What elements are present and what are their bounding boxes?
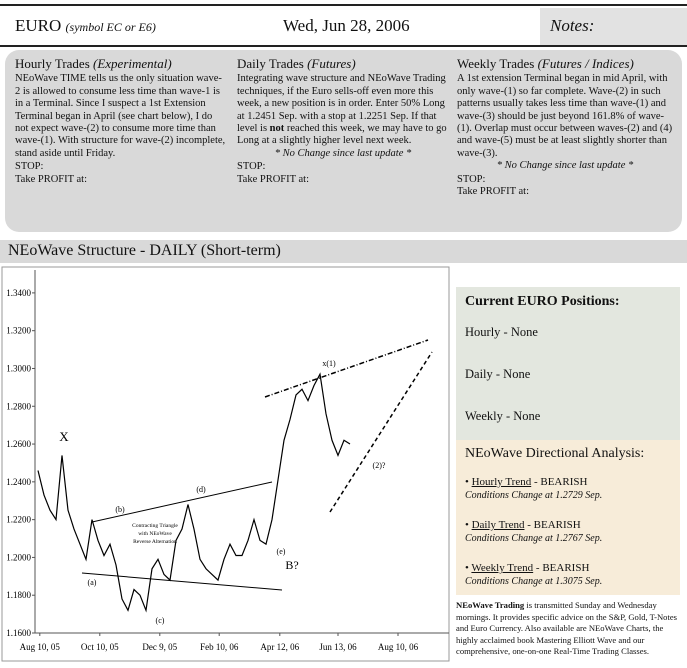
symbol-note: (symbol EC or E6) (65, 20, 156, 34)
trade-title: Daily Trades (Futures) (237, 56, 449, 71)
trade-column: Daily Trades (Futures) Integrating wave s… (237, 56, 449, 186)
stop: STOP: (15, 161, 44, 173)
annotation: X (59, 429, 69, 444)
x-tick-label: Aug 10, 05 (20, 642, 61, 652)
y-tick-label: 1.2200 (6, 515, 31, 525)
trend-item: • Hourly Trend - BEARISH Conditions Chang… (465, 476, 603, 501)
trend-direction: - BEARISH (531, 476, 588, 488)
annotation: x(1) (322, 359, 336, 368)
trade-note: * No Change since last update * (274, 147, 412, 159)
stop: STOP: (237, 161, 266, 173)
annotation: B? (285, 558, 298, 572)
x-tick-label: Feb 10, 06 (200, 642, 239, 652)
symbol: EURO (symbol EC or E6) (15, 16, 156, 36)
y-tick-label: 1.2000 (6, 552, 31, 562)
y-tick-label: 1.2400 (6, 477, 31, 487)
annotation: Contracting Triangle (132, 523, 178, 529)
trade-qualifier: (Futures) (307, 56, 356, 71)
trend-direction: - BEARISH (533, 562, 590, 574)
annotation: (e) (277, 547, 286, 556)
trend-name: Weekly Trend (471, 562, 534, 574)
y-tick-label: 1.3200 (6, 326, 31, 336)
section-title: NEoWave Structure - DAILY (Short-term) (8, 242, 281, 259)
x-tick-label: Aug 10, 06 (378, 642, 419, 652)
x-tick-label: Oct 10, 05 (81, 642, 119, 652)
annotation: (c) (156, 616, 165, 625)
position: Weekly - None (465, 409, 541, 423)
trend-item: • Weekly Trend - BEARISH Conditions Chang… (465, 562, 603, 587)
trade-name: Daily Trades (237, 56, 304, 71)
trade-title: Weekly Trades (Futures / Indices) (457, 56, 673, 71)
notes: Notes: (550, 16, 595, 35)
y-tick-label: 1.1800 (6, 590, 31, 600)
annotation: with NEoWave (138, 531, 172, 537)
stop: STOP: (457, 173, 486, 185)
trade-body: Integrating wave structure and NEoWave T… (237, 73, 449, 147)
section-bar (0, 240, 687, 263)
trade-note: * No Change since last update * (496, 160, 634, 172)
trade-qualifier: (Futures / Indices) (537, 56, 634, 71)
y-tick-label: 1.2800 (6, 401, 31, 411)
annotation: (2)? (373, 461, 386, 470)
trade-text: NEoWave TIME tells us the only situation… (15, 73, 226, 159)
chart: 1.3400 1.3200 1.3000 1.2800 1.2600 1.2400 1.22… (1, 266, 450, 662)
trade-name: Weekly Trades (457, 56, 535, 71)
take-profit: Take PROFIT at: (457, 186, 529, 198)
symbol-name: EURO (15, 16, 62, 35)
analysis-box (456, 440, 680, 595)
annotation: Reverse Alternation (133, 539, 177, 545)
trade-body: A 1st extension Terminal began in mid Ap… (457, 73, 673, 160)
x-tick-label: Jun 13, 06 (319, 642, 357, 652)
position: Daily - None (465, 367, 531, 381)
trend-item: • Daily Trend - BEARISH Conditions Change… (465, 519, 603, 544)
trade-text: not (269, 123, 285, 135)
y-tick-label: 1.1600 (6, 628, 31, 638)
trend-direction: - BEARISH (524, 519, 581, 531)
chart-frame (1, 266, 450, 662)
y-tick-label: 1.3400 (6, 288, 31, 298)
y-tick-label: 1.3000 (6, 363, 31, 373)
trade-column: Hourly Trades (Experimental) NEoWave TIME… (15, 56, 227, 186)
trade-text: reached this week, we may have to go Lon… (237, 123, 447, 147)
notes-band (540, 8, 687, 45)
channel-line (264, 339, 429, 398)
trades-box (5, 50, 682, 232)
positions-title: Current EURO Positions: (465, 294, 620, 309)
take-profit: Take PROFIT at: (237, 173, 309, 185)
date: Wed, Jun 28, 2006 (283, 16, 410, 35)
positions-box (456, 287, 680, 440)
annotation: (b) (115, 505, 125, 514)
take-profit: Take PROFIT at: (15, 173, 87, 185)
top-rule (0, 4, 687, 6)
price-line (37, 372, 351, 613)
annotation: (d) (196, 485, 206, 494)
header-rule (0, 45, 687, 47)
x-tick-label: Dec 9, 05 (142, 642, 177, 652)
trend-condition: Conditions Change at 1.2729 Sep. (465, 490, 603, 501)
trend-condition: Conditions Change at 1.2767 Sep. (465, 533, 603, 544)
trade-text: Integrating wave structure and NEoWave T… (237, 73, 446, 135)
trade-title: Hourly Trades (Experimental) (15, 56, 227, 71)
y-tick-label: 1.2600 (6, 439, 31, 449)
footer-brand: NEoWave Trading (456, 600, 525, 610)
x-tick-label: Apr 12, 06 (260, 642, 299, 652)
position: Hourly - None (465, 325, 538, 339)
trade-column: Weekly Trades (Futures / Indices) A 1st e… (457, 56, 673, 198)
trend-name: Daily Trend (471, 519, 525, 531)
channel-line (329, 351, 433, 513)
footer: NEoWave Trading is transmitted Sunday an… (456, 600, 684, 658)
trend-name: Hourly Trend (471, 476, 532, 488)
footer-text: is transmitted Sunday and Wednesday morn… (456, 600, 678, 656)
trade-qualifier: (Experimental) (93, 56, 172, 71)
trend-condition: Conditions Change at 1.3075 Sep. (465, 576, 603, 587)
annotation: (a) (88, 578, 97, 587)
analysis-title: NEoWave Directional Analysis: (465, 446, 645, 461)
trade-name: Hourly Trades (15, 56, 90, 71)
trade-text: A 1st extension Terminal began in mid Ap… (457, 73, 673, 159)
trendline (91, 481, 273, 523)
trade-body: NEoWave TIME tells us the only situation… (15, 73, 227, 160)
trendline (81, 572, 283, 591)
